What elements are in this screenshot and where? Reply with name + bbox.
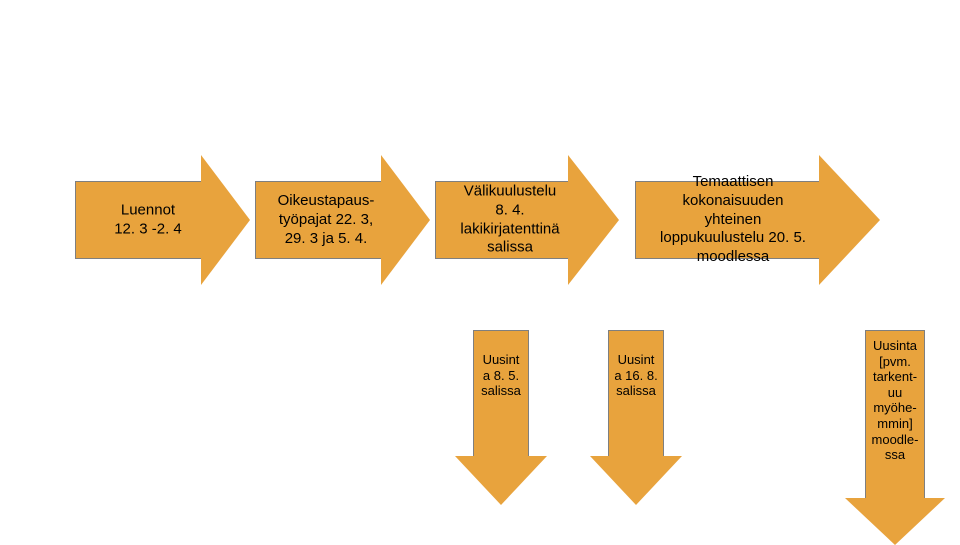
arrow-label-temaattisen: Temaattisenkokonaisuudenyhteinenloppukuu…: [653, 173, 813, 267]
arrow-down-uusinta2: Uusinta 16. 8.salissa: [590, 330, 682, 505]
arrow-label-uusinta1: Uusinta 8. 5.salissa: [455, 352, 547, 399]
arrow-right-temaattisen: Temaattisenkokonaisuudenyhteinenloppukuu…: [635, 155, 880, 285]
arrow-down-uusinta3: Uusinta[pvm.tarkent-uumyöhe-mmin]moodle-…: [845, 330, 945, 545]
arrow-label-oikeustapaus: Oikeustapaus-työpajat 22. 3,29. 3 ja 5. …: [271, 192, 381, 248]
arrow-right-oikeustapaus: Oikeustapaus-työpajat 22. 3,29. 3 ja 5. …: [255, 155, 430, 285]
arrow-label-valikuulustelu: Välikuulustelu8. 4.lakikirjatenttinäsali…: [451, 183, 569, 258]
arrow-right-luennot: Luennot12. 3 -2. 4: [75, 155, 250, 285]
arrow-right-valikuulustelu: Välikuulustelu8. 4.lakikirjatenttinäsali…: [435, 155, 620, 285]
arrow-label-luennot: Luennot12. 3 -2. 4: [93, 201, 203, 239]
arrow-down-uusinta1: Uusinta 8. 5.salissa: [455, 330, 547, 505]
arrow-label-uusinta2: Uusinta 16. 8.salissa: [590, 352, 682, 399]
arrow-label-uusinta3: Uusinta[pvm.tarkent-uumyöhe-mmin]moodle-…: [845, 338, 945, 463]
